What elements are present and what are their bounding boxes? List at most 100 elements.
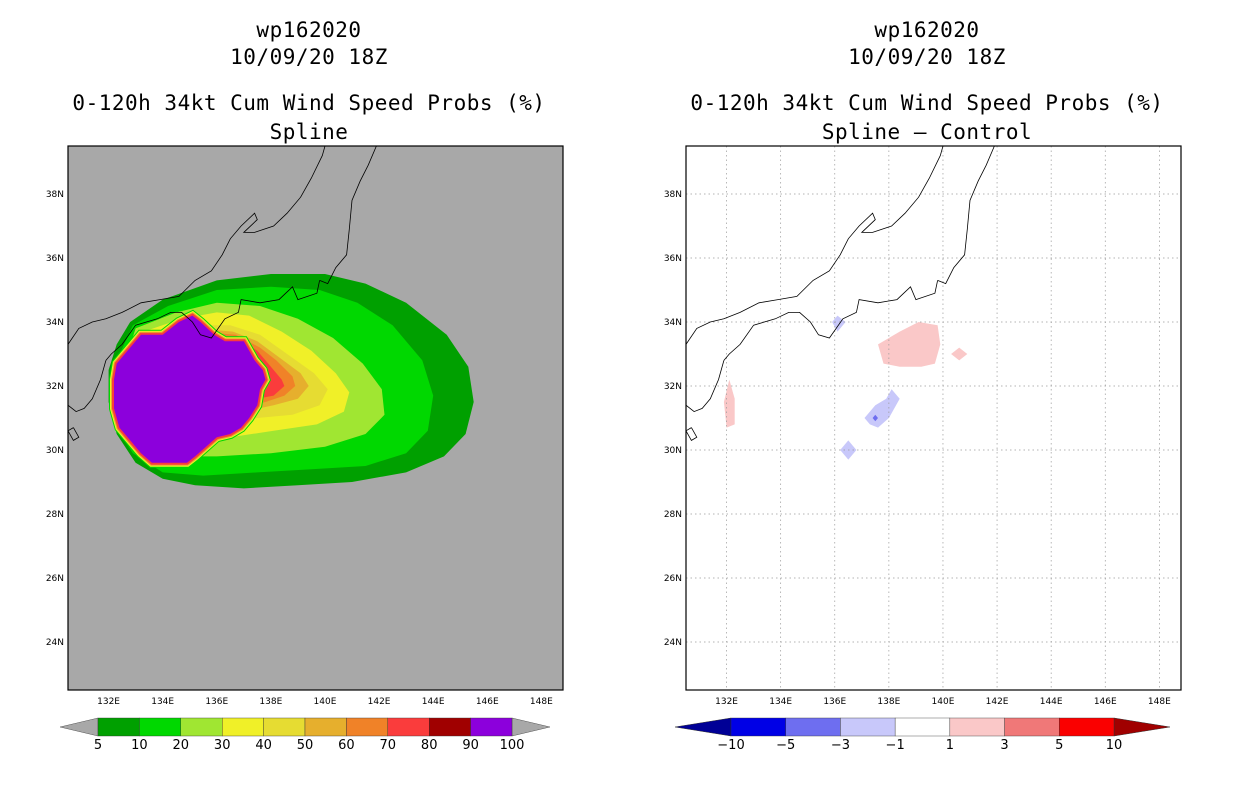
subtitle: Spline <box>269 120 349 144</box>
y-tick-label: 38N <box>46 190 64 200</box>
x-tick-label: 148E <box>1148 697 1171 707</box>
colorbar: −10 −5 −3 −1 1 3 5 10 <box>674 717 1171 753</box>
y-tick-label: 28N <box>664 510 682 520</box>
x-tick-label: 146E <box>476 697 499 707</box>
left-panel: wp162020 10/09/20 18Z 0-120h 34kt Cum Wi… <box>46 18 564 753</box>
y-tick-label: 30N <box>46 446 64 456</box>
x-tick-label: 136E <box>205 697 228 707</box>
colorbar-label: 80 <box>421 738 438 753</box>
coastline-segment <box>686 360 725 413</box>
colorbar-label: 5 <box>1055 738 1063 753</box>
coastline-segment <box>937 146 995 285</box>
x-tick-label: 146E <box>1094 697 1117 707</box>
colorbar-label: −3 <box>831 738 850 753</box>
colorbar: 5 10 20 30 40 50 60 70 80 90 100 <box>59 717 551 753</box>
y-tick-label: 24N <box>664 638 682 648</box>
difference-patch <box>951 347 968 361</box>
y-tick-label: 36N <box>664 254 682 264</box>
colorbar-label: 20 <box>173 738 190 753</box>
x-tick-label: 132E <box>97 697 120 707</box>
colorbar-label: 60 <box>338 738 355 753</box>
coastline-segment <box>68 360 107 413</box>
colorbar-swatch <box>785 717 841 737</box>
colorbar-right-triangle <box>511 717 551 737</box>
storm-id-title: wp162020 <box>256 18 362 42</box>
colorbar-label: 10 <box>1106 738 1123 753</box>
difference-map-chart: 132E 134E 136E 138E 140E 142E 144E 146E 148E 24N 2… <box>664 145 1182 753</box>
colorbar-swatch <box>1004 717 1060 737</box>
colorbar-label: 100 <box>500 738 525 753</box>
x-tick-label: 138E <box>877 697 900 707</box>
colorbar-label: 5 <box>94 738 102 753</box>
x-tick-label: 140E <box>314 697 337 707</box>
x-tick-label: 134E <box>769 697 792 707</box>
colorbar-label: 3 <box>1000 738 1008 753</box>
coastline-segment <box>68 427 80 441</box>
colorbar-left-triangle <box>674 717 732 737</box>
y-tick-label: 26N <box>664 574 682 584</box>
colorbar-swatch <box>470 717 513 737</box>
colorbar-swatch <box>429 717 471 737</box>
colorbar-right-triangle <box>1113 717 1171 737</box>
colorbar-label: 40 <box>255 738 272 753</box>
colorbar-swatch <box>263 717 306 737</box>
colorbar-label: −10 <box>717 738 744 753</box>
coastline-segment <box>68 146 326 345</box>
coastline <box>686 146 995 441</box>
coastline <box>68 146 377 441</box>
y-tick-label: 38N <box>664 190 682 200</box>
y-tick-label: 24N <box>46 638 64 648</box>
plot-frame <box>67 145 564 691</box>
colorbar-label: 1 <box>946 738 954 753</box>
contour-90pct <box>114 315 266 463</box>
coastline-segment <box>105 280 320 361</box>
x-tick-label: 136E <box>823 697 846 707</box>
y-tick-label: 32N <box>664 382 682 392</box>
x-tick-label: 144E <box>1040 697 1063 707</box>
y-tick-label: 26N <box>46 574 64 584</box>
x-tick-label: 142E <box>368 697 391 707</box>
x-tick-label: 144E <box>422 697 445 707</box>
colorbar-swatch <box>730 717 786 737</box>
y-tick-label: 32N <box>46 382 64 392</box>
y-tick-label: 34N <box>664 318 682 328</box>
y-tick-label: 28N <box>46 510 64 520</box>
y-tick-label: 36N <box>46 254 64 264</box>
x-tick-label: 140E <box>932 697 955 707</box>
colorbar-swatch <box>387 717 430 737</box>
plot-background <box>686 146 1181 690</box>
coastline-segment <box>686 146 944 345</box>
colorbar-swatch <box>304 717 347 737</box>
right-panel: wp162020 10/09/20 18Z 0-120h 34kt Cum Wi… <box>618 0 1236 800</box>
plot-area <box>68 146 474 489</box>
difference-patch <box>878 322 941 367</box>
datetime-title: 10/09/20 18Z <box>848 45 1006 69</box>
colorbar-label: −1 <box>886 738 905 753</box>
storm-id-title: wp162020 <box>874 18 980 42</box>
colorbar-swatch <box>949 717 1005 737</box>
colorbar-label: 50 <box>297 738 314 753</box>
subtitle: Spline – Control <box>821 120 1033 144</box>
difference-patch <box>723 379 735 428</box>
coastline-segment <box>319 146 377 285</box>
probability-map-chart: 132E 134E 136E 138E 140E 142E 144E 146E 148E 24N 2… <box>46 145 564 753</box>
colorbar-swatch <box>840 717 896 737</box>
x-tick-label: 142E <box>986 697 1009 707</box>
product-title: 0-120h 34kt Cum Wind Speed Probs (%) <box>690 91 1164 115</box>
y-tick-label: 30N <box>664 446 682 456</box>
x-tick-label: 148E <box>530 697 553 707</box>
y-tick-label: 34N <box>46 318 64 328</box>
colorbar-swatch <box>97 717 140 737</box>
colorbar-label: 90 <box>462 738 479 753</box>
colorbar-swatch <box>139 717 181 737</box>
product-title: 0-120h 34kt Cum Wind Speed Probs (%) <box>72 91 546 115</box>
datetime-title: 10/09/20 18Z <box>230 45 388 69</box>
x-tick-label: 132E <box>715 697 738 707</box>
colorbar-label: 10 <box>131 738 148 753</box>
colorbar-swatch <box>346 717 388 737</box>
colorbar-label: −5 <box>776 738 795 753</box>
x-tick-label: 134E <box>151 697 174 707</box>
plot-frame <box>685 145 1182 691</box>
x-tick-label: 138E <box>259 697 282 707</box>
colorbar-label: 70 <box>380 738 397 753</box>
